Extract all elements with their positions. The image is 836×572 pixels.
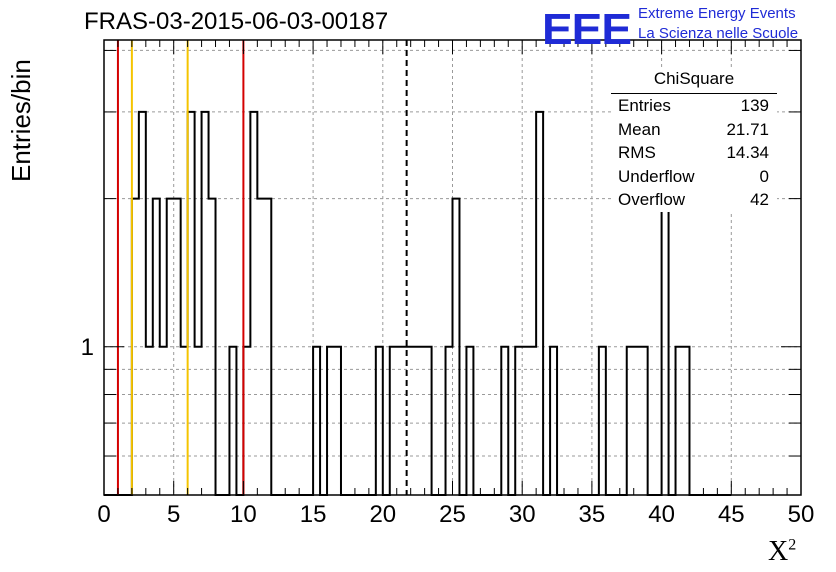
logo-line-1: Extreme Energy Events [638, 5, 796, 22]
stats-label: Entries [618, 96, 671, 115]
stats-row-overflow: Overflow 42 [611, 188, 777, 212]
x-tick-label: 35 [579, 501, 606, 528]
chart-title: FRAS-03-2015-06-03-00187 [84, 8, 389, 35]
x-tick-label: 5 [167, 501, 180, 528]
x-tick-label: 50 [788, 501, 815, 528]
logo-caption: Extreme Energy Events La Scienza nelle S… [638, 4, 798, 44]
x-tick-label: 20 [369, 501, 396, 528]
stats-row-entries: Entries 139 [611, 94, 777, 118]
x-axis-label-superscript: 2 [788, 536, 797, 554]
logo-line-2: La Scienza nelle Scuole [638, 25, 799, 42]
x-tick-label: 45 [718, 501, 745, 528]
stats-row-mean: Mean 21.71 [611, 118, 777, 142]
stats-row-underflow: Underflow 0 [611, 165, 777, 189]
x-axis-label: X2 [768, 536, 796, 568]
stats-label: Mean [618, 119, 661, 139]
x-axis-label-text: X [768, 536, 789, 567]
x-tick-label: 30 [509, 501, 536, 528]
y-axis-label: Entries/bin [6, 59, 36, 182]
eee-logo: EEE [542, 4, 632, 54]
stats-value: 139 [740, 96, 769, 115]
y-tick-label: 1 [81, 334, 94, 361]
stats-value: 14.34 [726, 143, 769, 162]
stats-value: 42 [750, 190, 769, 209]
stats-row-rms: RMS 14.34 [611, 141, 777, 165]
stats-title: ChiSquare [611, 68, 777, 94]
stats-label: Underflow [618, 166, 695, 186]
stats-label: Overflow [618, 190, 686, 209]
stats-label: RMS [618, 143, 656, 162]
x-tick-label: 25 [439, 501, 466, 528]
x-tick-label: 40 [648, 501, 675, 528]
x-tick-label: 0 [97, 501, 110, 528]
stats-box: ChiSquare Entries 139 Mean 21.71 RMS 14.34 … [611, 68, 777, 212]
stats-value: 0 [759, 166, 769, 186]
x-tick-label: 10 [230, 501, 257, 528]
stats-value: 21.71 [726, 119, 769, 139]
x-tick-label: 15 [300, 501, 327, 528]
